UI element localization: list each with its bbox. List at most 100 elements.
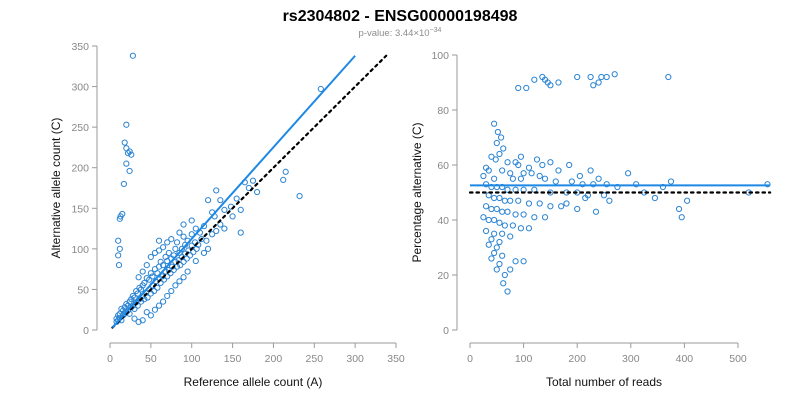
chart-2-data-point	[764, 181, 771, 188]
chart-2-data-point	[592, 208, 600, 215]
chart-1-data-point	[180, 274, 187, 281]
chart-1-data-point	[204, 245, 212, 252]
chart-1-data-point	[168, 236, 175, 243]
chart-2-data-point	[520, 258, 527, 265]
chart-2-data-point	[517, 175, 525, 182]
chart-1-data-point	[135, 274, 142, 281]
chart-2-data-point	[507, 170, 514, 177]
chart-1-data-point	[147, 312, 154, 319]
chart-2-data-point	[531, 214, 538, 221]
chart-2-y-axis-title: Percentage alternative (C)	[410, 122, 424, 262]
chart-2-data-point	[509, 222, 516, 229]
chart-1-data-point	[198, 236, 205, 243]
chart-2-data-point	[541, 214, 549, 221]
chart-1-data-point	[183, 255, 190, 262]
chart-1-y-axis-title: Alternative allele count (C)	[49, 118, 63, 259]
chart-1-data-point	[149, 273, 156, 280]
chart-1-data-point	[200, 249, 208, 257]
chart-1-data-point	[193, 245, 200, 252]
chart-2-data-point	[507, 197, 514, 204]
chart-2-data-point	[558, 203, 565, 210]
chart-1-data-point	[165, 249, 172, 257]
chart-1-data-point	[135, 318, 142, 325]
chart-1-data-point	[221, 225, 228, 232]
chart-2-data-point	[587, 73, 594, 81]
chart-2-data-point	[497, 134, 505, 141]
chart-1-data-point	[126, 148, 133, 155]
chart-2-data-point	[492, 156, 499, 163]
chart-1-data-point	[143, 274, 150, 282]
chart-2-data-point	[574, 205, 581, 213]
chart-2-data-point	[509, 175, 516, 182]
chart-1-x-tick-label: 100	[183, 353, 201, 365]
chart-2-data-point	[480, 214, 487, 221]
chart-2-data-point	[541, 175, 549, 182]
figure-title: rs2304802 - ENSG00000198498	[283, 8, 518, 25]
chart-1-data-point	[120, 180, 127, 188]
chart-2-data-point	[499, 252, 506, 259]
chart-2-data-point	[515, 161, 522, 169]
chart-2-y-tick-label: 60	[437, 160, 449, 172]
chart-1-data-point	[160, 298, 167, 305]
chart-2-data-point	[590, 82, 597, 89]
chart-2-data-point	[496, 150, 503, 158]
chart-2-data-point	[523, 84, 530, 92]
chart-2-data-point	[491, 249, 498, 257]
chart-1-data-point	[209, 231, 216, 238]
chart-1-data-point	[282, 168, 289, 175]
chart-1-data-point	[115, 237, 122, 244]
chart-1-data-point	[280, 176, 287, 183]
chart-2-data-point	[606, 197, 613, 204]
chart-1-data-point	[143, 261, 150, 269]
chart-2-data-point	[496, 238, 503, 246]
chart-1-data-point	[296, 193, 303, 200]
chart-1-data-point	[151, 306, 159, 313]
chart-2-data-point	[525, 200, 533, 207]
chart-1-data-point	[129, 292, 136, 300]
chart-1-data-point	[164, 239, 171, 246]
chart-2-data-point	[491, 216, 498, 224]
chart-2-data-point	[491, 175, 498, 182]
chart-1-y-tick-label: 200	[71, 163, 89, 175]
chart-1-data-point	[136, 284, 143, 291]
chart-1-data-point	[180, 221, 187, 228]
chart-1-data-point	[177, 261, 184, 269]
chart-1-reference-line	[111, 54, 388, 329]
chart-2-y-tick-label: 40	[437, 215, 449, 227]
chart-2-data-point	[501, 222, 508, 229]
chart-2-data-point	[515, 84, 522, 92]
chart-2-data-point	[504, 208, 511, 215]
chart-1-data-point	[123, 160, 130, 167]
chart-1-data-point	[116, 215, 123, 222]
chart-2-data-point	[496, 219, 503, 226]
chart-2-data-point	[667, 178, 675, 185]
chart-1-y-tick-label: 50	[77, 284, 89, 296]
chart-1-data-point	[151, 287, 158, 295]
chart-2-x-tick-label: 500	[729, 353, 747, 365]
chart-1-y-tick-label: 150	[71, 203, 89, 215]
chart-2-data-point	[595, 79, 602, 86]
chart-2-data-point	[485, 241, 492, 248]
chart-1-data-point	[162, 253, 169, 261]
chart-1-data-point	[131, 315, 138, 322]
chart-1-data-point	[133, 287, 140, 295]
chart-2-data-point	[501, 271, 508, 279]
chart-2-data-point	[536, 172, 543, 180]
chart-2-data-point	[493, 244, 500, 251]
chart-2-x-tick-label: 200	[568, 353, 586, 365]
chart-2-data-point	[494, 128, 501, 136]
chart-2-data-point	[496, 194, 503, 202]
chart-1-data-point	[180, 233, 187, 240]
chart-2-data-point	[576, 172, 583, 180]
chart-1-data-point	[229, 213, 236, 220]
chart-1-data-point	[151, 266, 159, 273]
chart-2-data-point	[678, 214, 685, 221]
chart-1-y-tick-label: 250	[71, 122, 89, 134]
chart-1-y-tick-label: 0	[83, 325, 89, 337]
chart-2-data-point	[539, 161, 546, 169]
chart-1-data-point	[115, 252, 122, 259]
chart-2-data-point	[480, 172, 487, 180]
chart-2-data-point	[595, 175, 602, 182]
chart-1-data-point	[168, 287, 175, 295]
subtitle-prefix: p-value: 3.44×10	[359, 28, 430, 39]
